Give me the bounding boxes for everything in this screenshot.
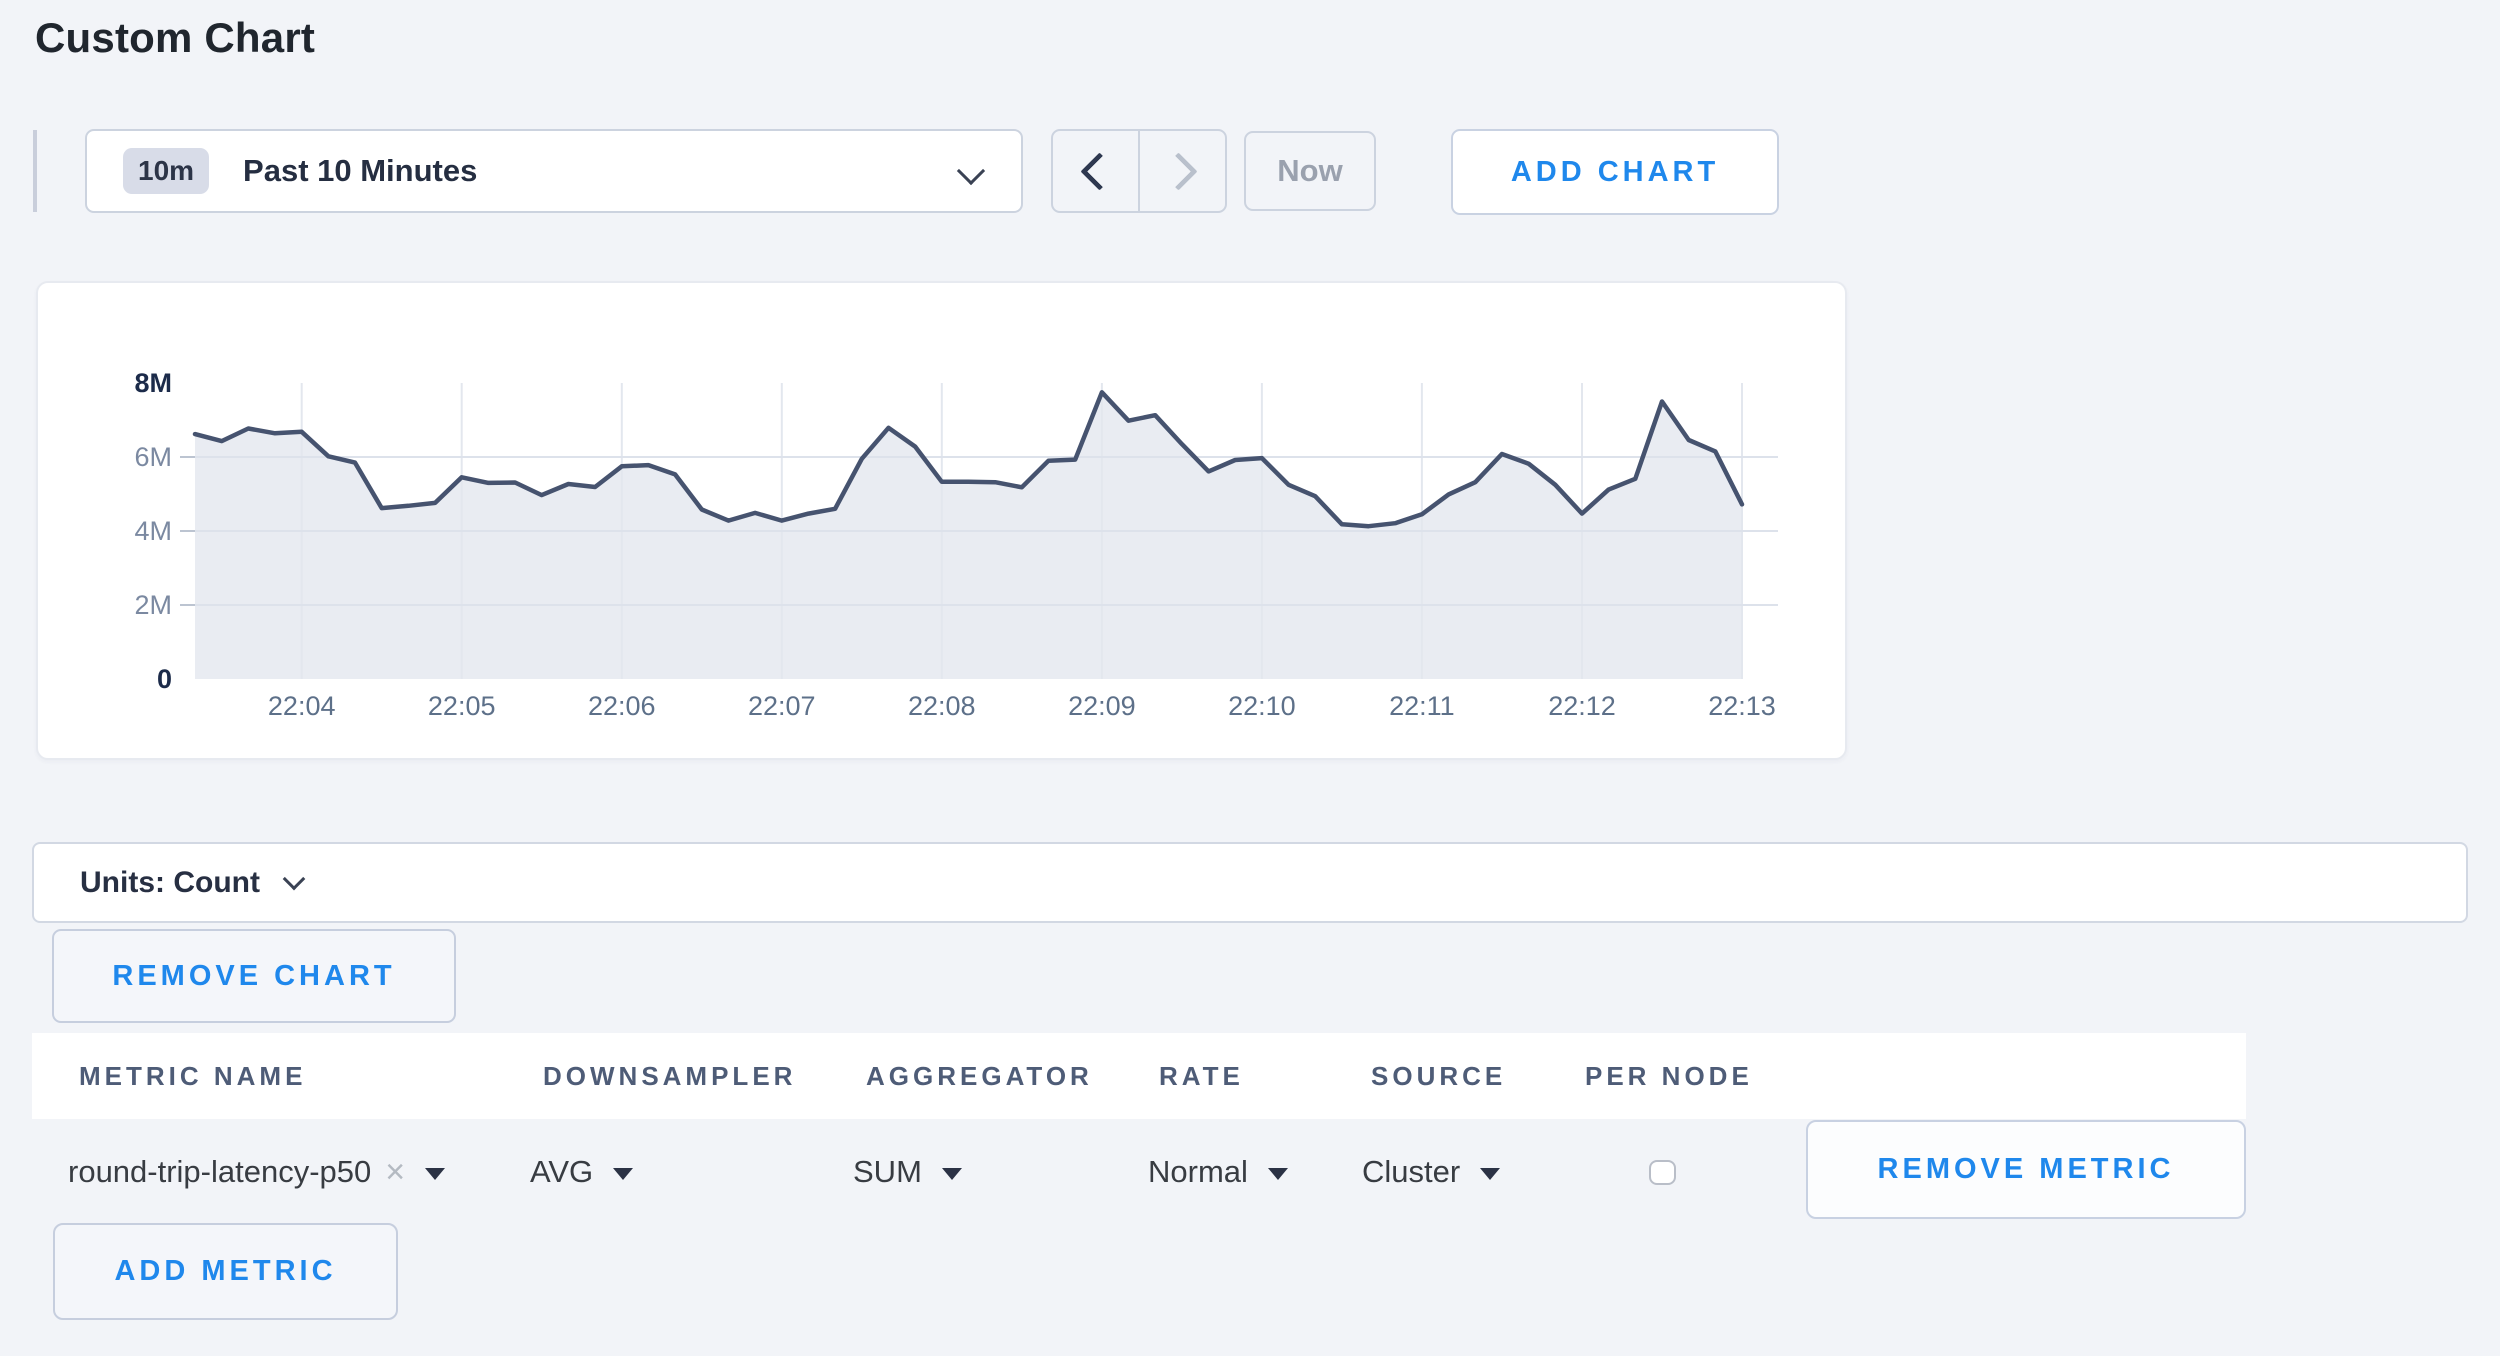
source-value: Cluster: [1362, 1154, 1461, 1189]
chart-line: [192, 390, 1745, 529]
remove-chart-label: REMOVE CHART: [112, 959, 396, 992]
chart-area: [195, 392, 1742, 679]
forward-button[interactable]: [1138, 131, 1225, 211]
header-per-node: PER NODE: [1585, 1060, 1753, 1091]
units-select[interactable]: Units: Count: [32, 842, 2468, 923]
add-chart-button[interactable]: ADD CHART: [1451, 129, 1779, 215]
time-range-badge: 10m: [123, 148, 210, 194]
time-nav-group: [1051, 129, 1227, 213]
y-tick-label: 8M: [134, 368, 172, 398]
left-accent-bar: [33, 130, 37, 212]
x-tick-label: 22:06: [588, 691, 656, 721]
caret-down-icon: [1480, 1168, 1501, 1180]
downsampler-select[interactable]: AVG: [530, 1146, 634, 1198]
page-title: Custom Chart: [35, 14, 316, 61]
x-tick-label: 22:04: [268, 691, 336, 721]
x-tick-label: 22:10: [1228, 691, 1296, 721]
y-tick-label: 2M: [134, 590, 172, 620]
source-select[interactable]: Cluster: [1362, 1146, 1501, 1198]
y-tick-label: 6M: [134, 442, 172, 472]
aggregator-value: SUM: [853, 1154, 922, 1189]
remove-metric-button[interactable]: REMOVE METRIC: [1806, 1120, 2246, 1219]
caret-down-icon: [613, 1168, 634, 1180]
downsampler-value: AVG: [530, 1154, 594, 1189]
chevron-left-icon: [1080, 151, 1119, 191]
caret-down-icon: [1267, 1168, 1288, 1180]
now-button-label: Now: [1277, 153, 1343, 188]
aggregator-select[interactable]: SUM: [853, 1146, 962, 1198]
caret-down-icon: [941, 1168, 962, 1180]
y-tick-label: 4M: [134, 516, 172, 546]
remove-tag-icon[interactable]: ×: [385, 1153, 406, 1191]
x-tick-label: 22:13: [1708, 691, 1776, 721]
metrics-table-header: METRIC NAME DOWNSAMPLER AGGREGATOR RATE …: [32, 1033, 2246, 1119]
now-button[interactable]: Now: [1244, 131, 1376, 211]
chevron-down-icon: [956, 156, 986, 186]
table-row: round-trip-latency-p50 × AVG SUM Normal …: [0, 1146, 2500, 1198]
units-label: Units: Count: [80, 865, 260, 899]
header-source: SOURCE: [1371, 1060, 1507, 1091]
x-tick-label: 22:09: [1068, 691, 1136, 721]
header-aggregator: AGGREGATOR: [866, 1060, 1093, 1091]
add-metric-button[interactable]: ADD METRIC: [53, 1223, 398, 1320]
y-tick-label: 0: [157, 664, 172, 694]
time-range-label: Past 10 Minutes: [243, 153, 478, 188]
x-tick-label: 22:11: [1389, 691, 1455, 721]
header-downsampler: DOWNSAMPLER: [543, 1060, 797, 1091]
caret-down-icon: [425, 1168, 446, 1180]
chevron-right-icon: [1159, 151, 1198, 191]
rate-value: Normal: [1148, 1154, 1248, 1189]
metric-chart: 8M 6M 4M 2M 0 22:04 22:05 22:06 22:07 22:08 22:09 2…: [134, 368, 1778, 721]
x-tick-label: 22:08: [908, 691, 976, 721]
x-tick-label: 22:12: [1548, 691, 1616, 721]
per-node-checkbox[interactable]: [1649, 1160, 1676, 1185]
metric-name-select[interactable]: round-trip-latency-p50 ×: [68, 1146, 446, 1198]
header-rate: RATE: [1159, 1060, 1244, 1091]
chevron-down-icon: [282, 867, 306, 890]
chart-card: 8M 6M 4M 2M 0 22:04 22:05 22:06 22:07 22:08 22:09 2…: [36, 281, 1847, 760]
x-tick-label: 22:05: [428, 691, 496, 721]
header-metric-name: METRIC NAME: [79, 1060, 307, 1091]
metric-name-label: round-trip-latency-p50: [68, 1154, 372, 1189]
x-tick-label: 22:07: [748, 691, 816, 721]
time-range-select[interactable]: 10m Past 10 Minutes: [85, 129, 1023, 213]
back-button[interactable]: [1053, 131, 1138, 211]
add-metric-label: ADD METRIC: [114, 1255, 337, 1287]
add-chart-label: ADD CHART: [1510, 155, 1720, 188]
rate-select[interactable]: Normal: [1148, 1146, 1288, 1198]
remove-chart-button[interactable]: REMOVE CHART: [52, 929, 456, 1023]
remove-metric-label: REMOVE METRIC: [1877, 1153, 2175, 1185]
